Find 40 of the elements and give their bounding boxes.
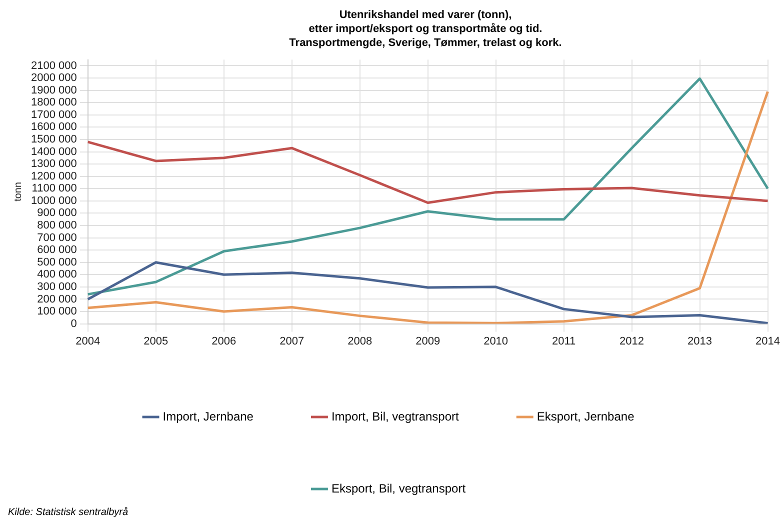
x-tick-label: 2008 (348, 335, 372, 348)
y-tick-label: 700 000 (37, 232, 77, 244)
y-tick-label: 0 (70, 318, 77, 330)
y-tick-label: 1900 000 (30, 84, 77, 96)
y-tick-label: 600 000 (37, 244, 77, 256)
x-tick-label: 2006 (212, 335, 236, 348)
y-tick-label: 1400 000 (30, 146, 77, 158)
x-tick-label: 2009 (416, 335, 440, 348)
y-tick-label: 2100 000 (30, 60, 77, 72)
y-tick-label: 1000 000 (30, 194, 77, 207)
x-tick-label: 2005 (144, 335, 168, 348)
y-tick-label: 1600 000 (30, 121, 77, 134)
y-tick-label: 100 000 (37, 306, 77, 318)
x-tick-label: 2011 (552, 335, 576, 348)
y-tick-label: 200 000 (37, 293, 77, 306)
y-tick-label: 1500 000 (30, 134, 77, 146)
text: Kilde: Statistisk sentralbyrå (8, 507, 130, 518)
y-tick-label: 800 000 (37, 220, 77, 232)
y-tick-label: 500 000 (37, 256, 77, 268)
y-tick-label: 1200 000 (30, 170, 77, 182)
y-tick-label: 2000 000 (30, 72, 77, 84)
x-tick-label: 2010 (484, 335, 508, 348)
y-tick-label: 1800 000 (30, 96, 77, 109)
legend-label: Eksport, Jernbane (536, 409, 635, 424)
x-tick-label: 2007 (280, 335, 304, 348)
x-tick-label: 2013 (688, 335, 712, 348)
legend-label: Eksport, Bil, vegtransport (331, 481, 466, 496)
y-tick-label: 900 000 (37, 207, 77, 220)
legend-label: Import, Jernbane (162, 409, 254, 424)
x-tick-label: 2004 (76, 335, 100, 348)
chart-title: Utenrikshandel med varer (tonn), etter import/eksport og transportmåte og tid. Transportmengde, Sverige, Tømmer, trelast og kork. (288, 8, 563, 50)
y-axis-title: tonn (12, 182, 24, 202)
legend-label: Import, Bil, vegtransport (331, 409, 460, 424)
y-tick-label: 1700 000 (30, 108, 77, 121)
x-tick-label: 2012 (620, 335, 644, 348)
y-tick-label: 300 000 (37, 280, 77, 293)
y-tick-label: 400 000 (37, 268, 77, 281)
y-tick-label: 1300 000 (30, 158, 77, 170)
x-tick-label: 2014 (756, 335, 780, 348)
y-tick-label: 1100 000 (32, 182, 77, 195)
